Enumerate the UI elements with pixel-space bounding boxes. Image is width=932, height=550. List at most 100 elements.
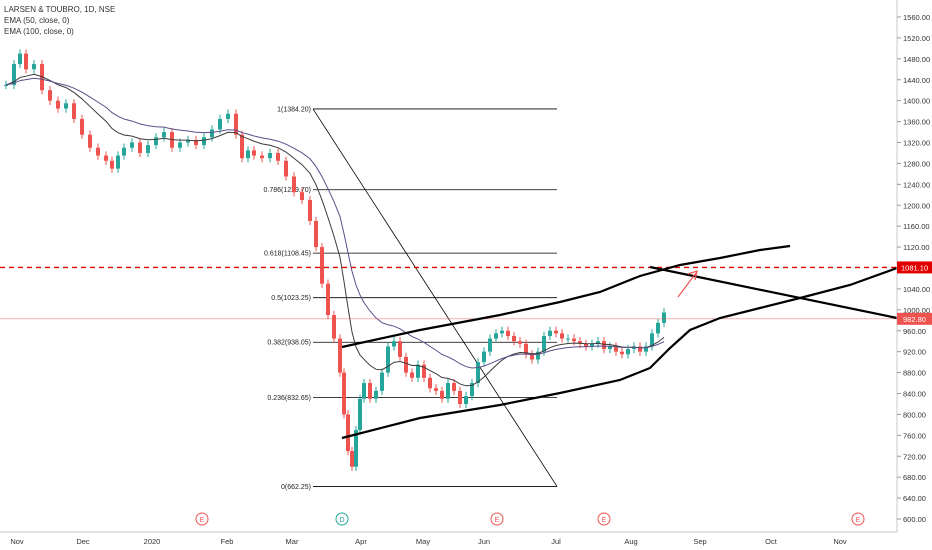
- candle-body: [358, 398, 362, 431]
- candle-body: [48, 90, 52, 101]
- candle-body: [374, 390, 378, 399]
- price-tick-label: 600.00: [903, 515, 926, 524]
- candle-body: [162, 132, 166, 138]
- candle-body: [650, 333, 654, 347]
- candle-body: [602, 341, 606, 350]
- candle-body: [350, 451, 354, 467]
- price-tick-label: 1360.00: [903, 118, 930, 127]
- candle-body: [596, 341, 600, 344]
- candle-body: [488, 338, 492, 352]
- candle-body: [24, 53, 28, 70]
- time-tick-label: Mar: [286, 537, 299, 546]
- event-marker-icon: [597, 512, 611, 526]
- candle-body: [524, 343, 528, 355]
- candle-body: [440, 390, 444, 399]
- candle-body: [548, 330, 552, 336]
- price-tick-label: 920.00: [903, 348, 926, 357]
- fib-level-label: 0.236(832.65): [267, 395, 311, 402]
- candle-body: [608, 346, 612, 350]
- candle-body: [530, 354, 534, 360]
- candle-body: [346, 414, 350, 452]
- candle-body: [380, 372, 384, 391]
- candle-body: [452, 383, 456, 391]
- candle-body: [416, 364, 420, 378]
- candle-body: [464, 396, 468, 404]
- price-tick-label: 1000.00: [903, 306, 930, 315]
- price-tick-label: 1160.00: [903, 222, 930, 231]
- candle-body: [4, 84, 8, 86]
- candle-body: [584, 343, 588, 347]
- candle-body: [458, 390, 462, 404]
- candle-body: [96, 147, 100, 156]
- candle-body: [268, 152, 272, 159]
- fib-level-label: 0.382(938.05): [267, 340, 311, 347]
- event-marker-label: E: [495, 517, 500, 524]
- candle-body: [644, 346, 648, 352]
- price-tick-label: 1200.00: [903, 201, 930, 210]
- candle-body: [614, 346, 618, 352]
- candle-body: [572, 338, 576, 342]
- event-marker-label: E: [602, 517, 607, 524]
- event-marker-icon: [335, 512, 349, 526]
- candle-body: [234, 113, 238, 135]
- legend-title: LARSEN & TOUBRO, 1D, NSE: [4, 5, 116, 14]
- candle-body: [138, 142, 142, 153]
- candle-body: [578, 341, 582, 344]
- price-tick-label: 880.00: [903, 369, 926, 378]
- fib-level-label: 1(1384.20): [277, 106, 311, 113]
- trendlines: [0, 244, 898, 440]
- ema-50-line: [5, 73, 665, 387]
- event-marker-label: E: [856, 517, 861, 524]
- candle-body: [434, 388, 438, 391]
- price-tick-label: 1560.00: [903, 13, 930, 22]
- candle-body: [110, 160, 114, 169]
- candle-body: [476, 362, 480, 384]
- candle-body: [64, 103, 68, 109]
- candle-body: [626, 349, 630, 355]
- fib-level-label: 0.786(1229.70): [264, 187, 311, 194]
- candle-body: [392, 341, 396, 347]
- candle-body: [404, 356, 408, 373]
- candle-body: [470, 383, 474, 397]
- fib-level-label: 0(662.25): [281, 484, 311, 491]
- price-tick-label: 800.00: [903, 410, 926, 419]
- candle-body: [246, 150, 250, 159]
- candle-body: [342, 372, 346, 415]
- last-price-label: 982.80: [903, 315, 926, 324]
- price-tick-label: 760.00: [903, 431, 926, 440]
- candle-body: [386, 346, 390, 373]
- candle-body: [284, 160, 288, 177]
- candle-body: [130, 142, 134, 148]
- price-tick-label: 1040.00: [903, 285, 930, 294]
- candle-body: [422, 364, 426, 378]
- candle-body: [32, 64, 36, 70]
- candle-body: [194, 139, 198, 146]
- candle-body: [178, 142, 182, 148]
- last-price-tag: [897, 312, 932, 325]
- ema-100-line: [5, 77, 665, 369]
- price-tick-label: 1440.00: [903, 76, 930, 85]
- time-tick-label: Nov: [10, 537, 24, 546]
- candle-body: [512, 335, 516, 342]
- candle-body: [314, 220, 318, 248]
- price-tick-label: 1120.00: [903, 243, 930, 252]
- candle-body: [146, 145, 150, 153]
- time-axis: Nov Dec 2020 Feb Mar Apr May Jun Jul Aug Sep Oct Nov: [0, 531, 897, 546]
- time-tick-label: May: [416, 537, 430, 546]
- candle-body: [446, 383, 450, 399]
- price-tick-label: 1280.00: [903, 159, 930, 168]
- time-tick-label: Sep: [693, 537, 706, 546]
- candle-body: [518, 341, 522, 344]
- time-tick-label: 2020: [144, 537, 161, 546]
- ema-lines: [5, 73, 665, 387]
- time-tick-label: Jun: [478, 537, 490, 546]
- candle-body: [300, 192, 304, 201]
- candle-body: [338, 338, 342, 373]
- candle-body: [80, 118, 84, 135]
- candle-body: [260, 155, 264, 159]
- upper-trend-channel: [341, 244, 791, 349]
- candle-body: [542, 335, 546, 352]
- price-axis: 600.00 640.00 680.00 720.00 760.00 800.00 840.…: [896, 0, 932, 532]
- candle-body: [240, 134, 244, 159]
